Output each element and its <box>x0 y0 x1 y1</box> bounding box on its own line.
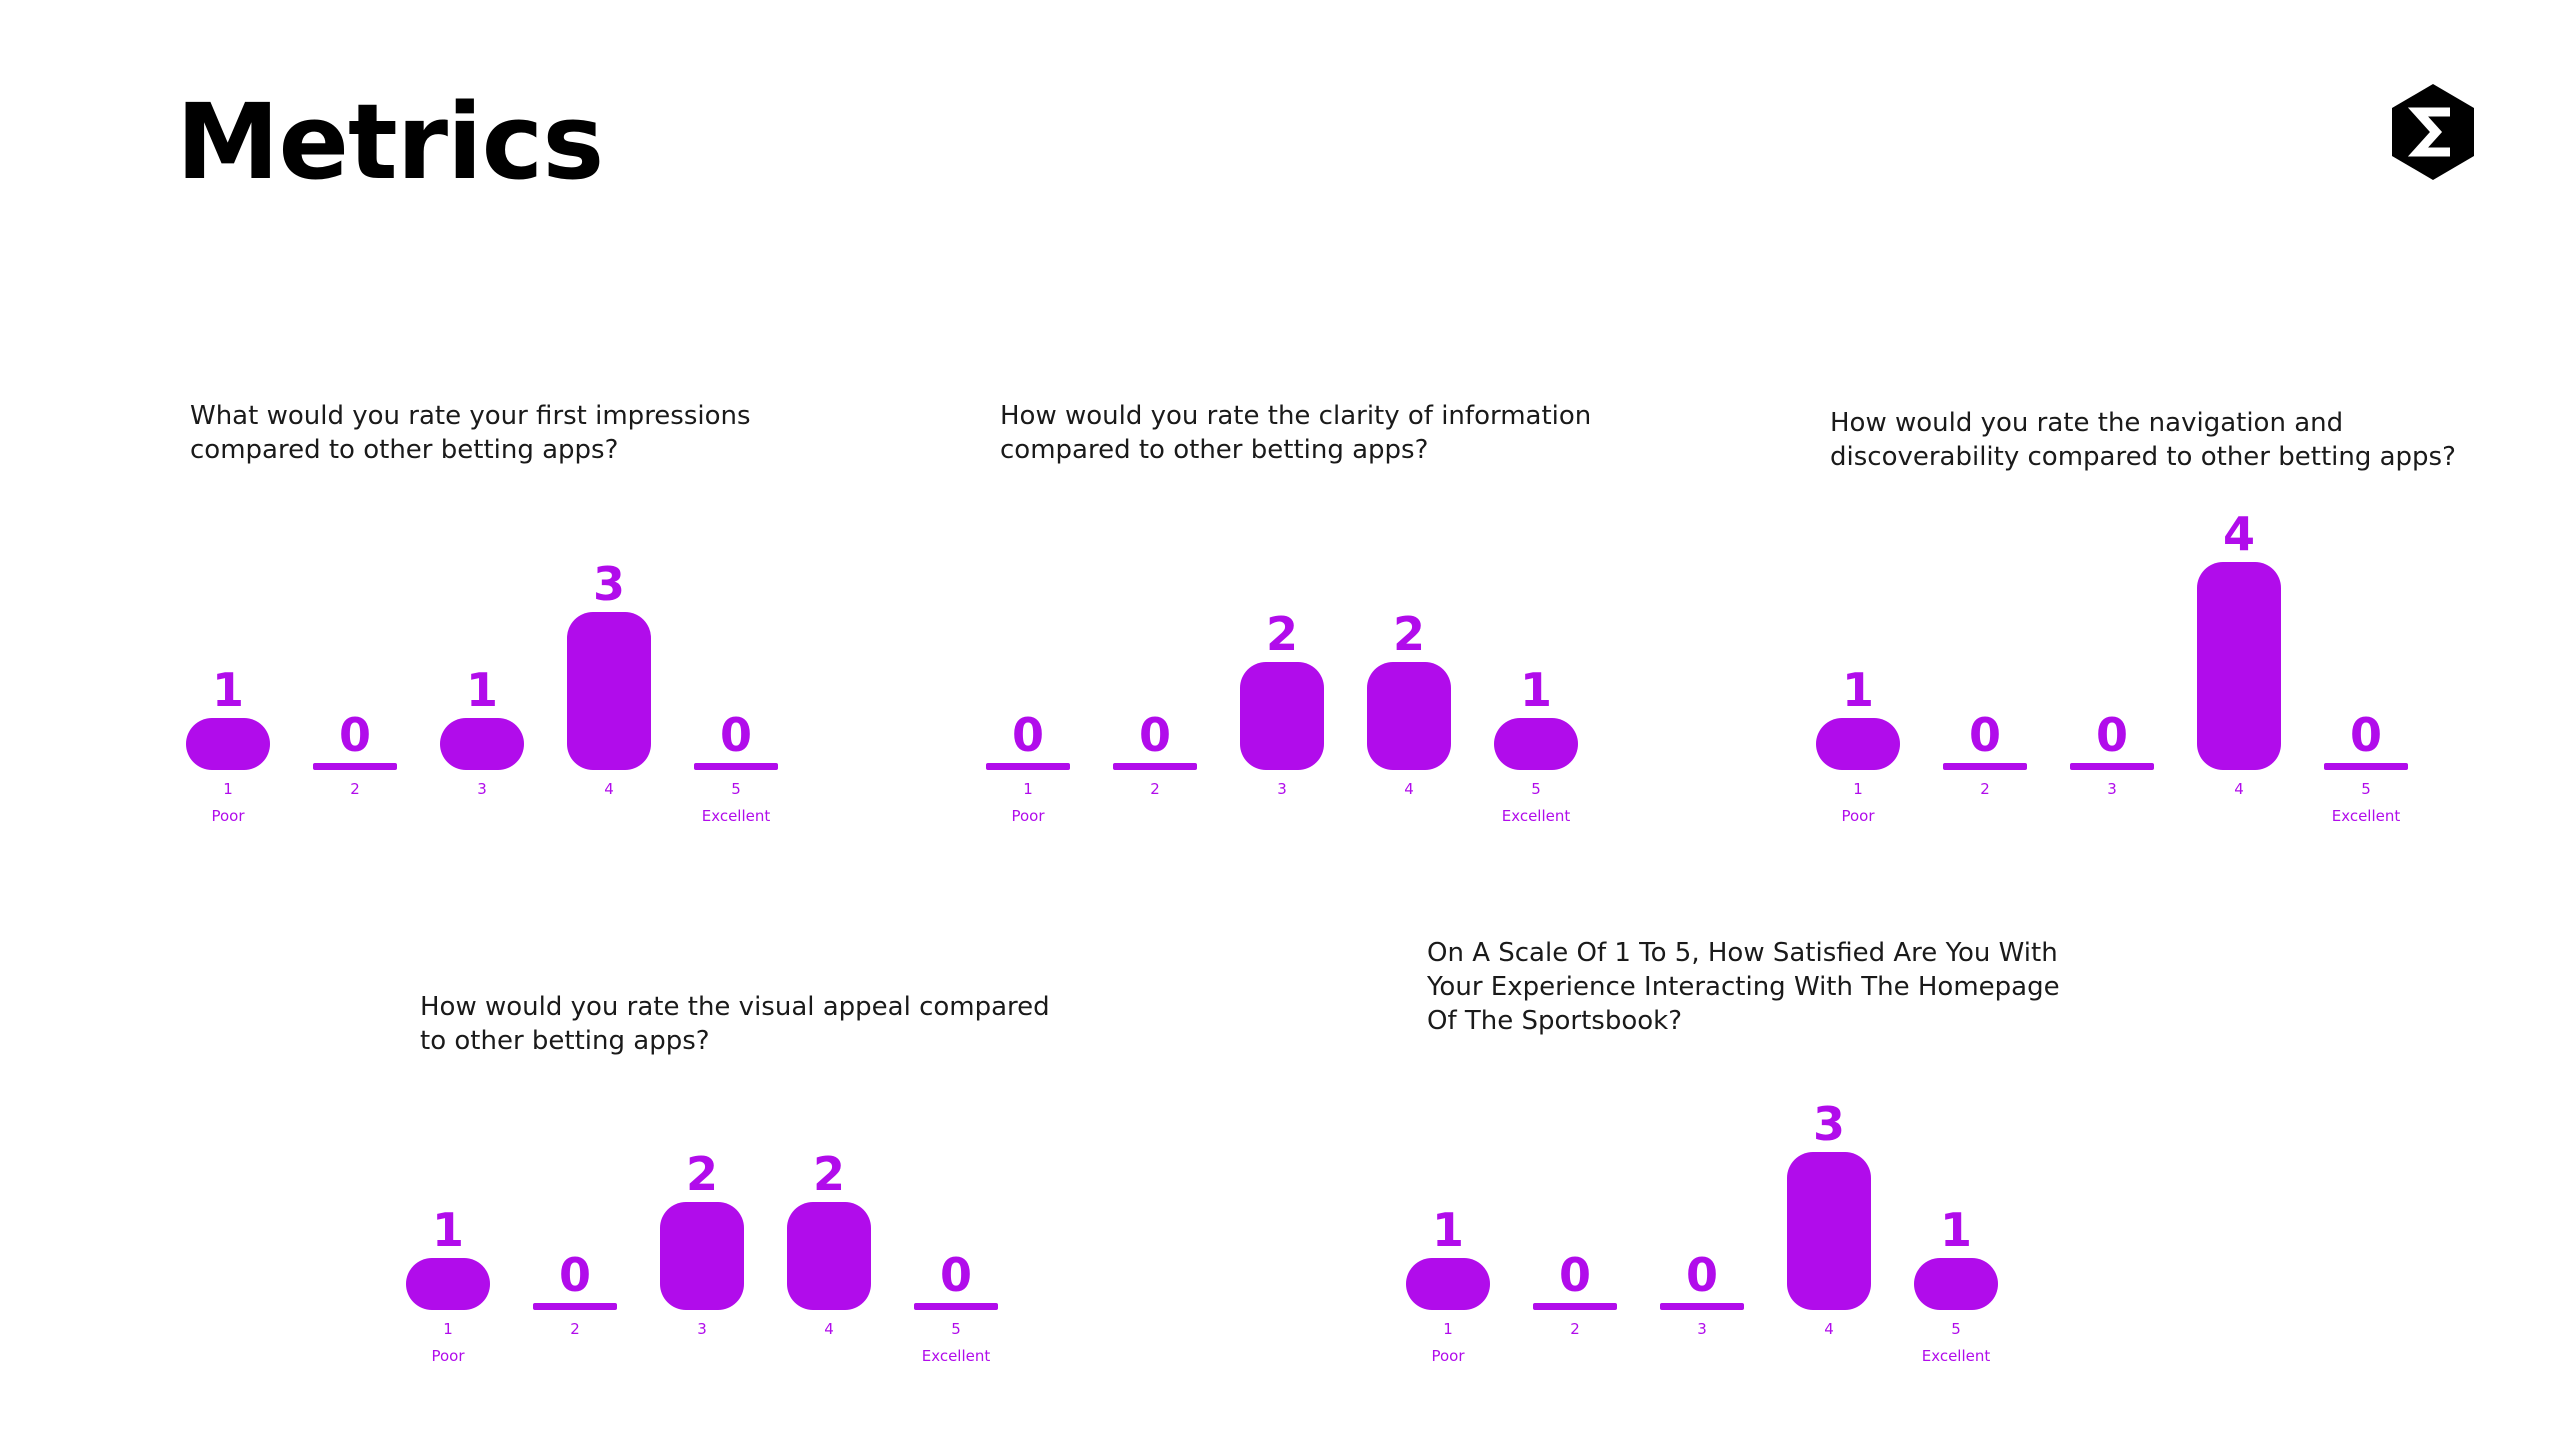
bar-2 <box>1943 763 2027 770</box>
chart-1-question: What would you rate your first impressio… <box>190 401 751 465</box>
tick-label-4: 4 <box>2234 780 2244 798</box>
value-label-3: 0 <box>1686 1248 1718 1302</box>
tick-label-5: 5 <box>1951 1320 1961 1338</box>
value-label-1: 1 <box>212 663 244 717</box>
chart-3-question: How would you rate the navigation and di… <box>1830 408 2456 472</box>
bar-1 <box>1406 1258 1490 1310</box>
chart-4-question: How would you rate the visual appeal com… <box>420 992 1050 1056</box>
bar-5 <box>1914 1258 1998 1310</box>
bar-1 <box>1816 718 1900 770</box>
page-title: Metrics <box>176 81 604 203</box>
scale-label-poor: Poor <box>1841 807 1875 825</box>
chart-5-question: On A Scale Of 1 To 5, How Satisfied Are … <box>1427 938 2060 1036</box>
value-label-5: 0 <box>940 1248 972 1302</box>
bar-2 <box>313 763 397 770</box>
chart-3: 1 1 Poor 0 2 0 3 4 4 0 5 Excellent <box>1816 507 2408 825</box>
bar-3 <box>660 1202 744 1310</box>
tick-label-3: 3 <box>477 780 487 798</box>
tick-label-1: 1 <box>223 780 233 798</box>
scale-label-poor: Poor <box>1431 1347 1465 1365</box>
value-label-5: 1 <box>1940 1203 1972 1257</box>
tick-label-4: 4 <box>604 780 614 798</box>
bar-3 <box>440 718 524 770</box>
tick-label-5: 5 <box>731 780 741 798</box>
chart-5: 1 1 Poor 0 2 0 3 3 4 1 5 Excellent <box>1406 1097 1998 1365</box>
chart-1: 1 1 Poor 0 2 1 3 3 4 0 5 Excellent <box>186 557 778 825</box>
chart-2: 0 1 Poor 0 2 2 3 2 4 1 5 Excellent <box>986 607 1578 825</box>
scale-label-poor: Poor <box>211 807 245 825</box>
bar-4 <box>1787 1152 1871 1310</box>
bar-1 <box>406 1258 490 1310</box>
scale-label-excellent: Excellent <box>1922 1347 1991 1365</box>
tick-label-3: 3 <box>2107 780 2117 798</box>
value-label-4: 3 <box>593 557 625 611</box>
tick-label-3: 3 <box>1697 1320 1707 1338</box>
value-label-3: 0 <box>2096 708 2128 762</box>
value-label-4: 2 <box>1393 607 1425 661</box>
sigma-hexagon-icon <box>2392 84 2474 180</box>
bar-5 <box>1494 718 1578 770</box>
value-label-3: 2 <box>1266 607 1298 661</box>
scale-label-poor: Poor <box>1011 807 1045 825</box>
bar-5 <box>914 1303 998 1310</box>
scale-label-poor: Poor <box>431 1347 465 1365</box>
value-label-1: 1 <box>432 1203 464 1257</box>
value-label-5: 0 <box>2350 708 2382 762</box>
tick-label-1: 1 <box>1023 780 1033 798</box>
scale-label-excellent: Excellent <box>1502 807 1571 825</box>
tick-label-5: 5 <box>1531 780 1541 798</box>
value-label-5: 1 <box>1520 663 1552 717</box>
bar-1 <box>986 763 1070 770</box>
bar-5 <box>2324 763 2408 770</box>
bar-3 <box>1660 1303 1744 1310</box>
bar-5 <box>694 763 778 770</box>
bar-4 <box>1367 662 1451 770</box>
tick-label-3: 3 <box>697 1320 707 1338</box>
bar-4 <box>787 1202 871 1310</box>
value-label-5: 0 <box>720 708 752 762</box>
bar-2 <box>1533 1303 1617 1310</box>
value-label-1: 0 <box>1012 708 1044 762</box>
value-label-2: 0 <box>1139 708 1171 762</box>
bar-3 <box>1240 662 1324 770</box>
value-label-2: 0 <box>559 1248 591 1302</box>
tick-label-2: 2 <box>1570 1320 1580 1338</box>
scale-label-excellent: Excellent <box>702 807 771 825</box>
chart-4: 1 1 Poor 0 2 2 3 2 4 0 5 Excellent <box>406 1147 998 1365</box>
value-label-4: 4 <box>2223 507 2255 561</box>
value-label-3: 1 <box>466 663 498 717</box>
tick-label-1: 1 <box>1443 1320 1453 1338</box>
bar-4 <box>567 612 651 770</box>
tick-label-1: 1 <box>1853 780 1863 798</box>
tick-label-5: 5 <box>2361 780 2371 798</box>
tick-label-4: 4 <box>824 1320 834 1338</box>
value-label-1: 1 <box>1432 1203 1464 1257</box>
tick-label-4: 4 <box>1824 1320 1834 1338</box>
bar-3 <box>2070 763 2154 770</box>
tick-label-4: 4 <box>1404 780 1414 798</box>
value-label-3: 2 <box>686 1147 718 1201</box>
value-label-2: 0 <box>1969 708 2001 762</box>
scale-label-excellent: Excellent <box>2332 807 2401 825</box>
tick-label-5: 5 <box>951 1320 961 1338</box>
value-label-4: 2 <box>813 1147 845 1201</box>
bar-2 <box>533 1303 617 1310</box>
bar-2 <box>1113 763 1197 770</box>
tick-label-2: 2 <box>1150 780 1160 798</box>
tick-label-2: 2 <box>570 1320 580 1338</box>
value-label-1: 1 <box>1842 663 1874 717</box>
tick-label-1: 1 <box>443 1320 453 1338</box>
chart-2-question: How would you rate the clarity of inform… <box>1000 401 1592 465</box>
value-label-2: 0 <box>339 708 371 762</box>
tick-label-3: 3 <box>1277 780 1287 798</box>
tick-label-2: 2 <box>1980 780 1990 798</box>
scale-label-excellent: Excellent <box>922 1347 991 1365</box>
bar-1 <box>186 718 270 770</box>
value-label-2: 0 <box>1559 1248 1591 1302</box>
value-label-4: 3 <box>1813 1097 1845 1151</box>
tick-label-2: 2 <box>350 780 360 798</box>
bar-4 <box>2197 562 2281 770</box>
